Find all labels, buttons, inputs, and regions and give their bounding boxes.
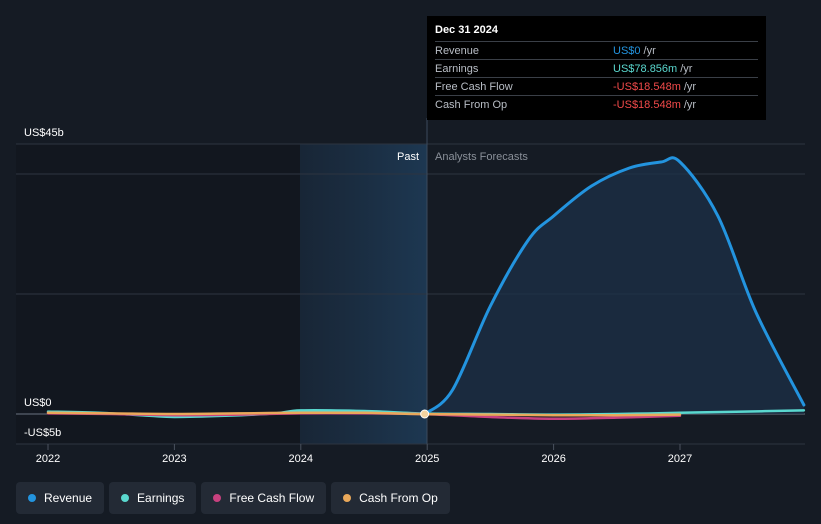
y-label-bottom: -US$5b: [24, 427, 61, 439]
tooltip-row-label: Earnings: [435, 62, 479, 75]
series-line-earnings: [46, 409, 806, 419]
series-line-revenue: [423, 156, 806, 416]
legend-dot-icon: [343, 494, 352, 502]
tooltip-row-unit: /yr: [643, 44, 656, 57]
tooltip-row-value: -US$18.548m: [613, 98, 681, 111]
legend-label: Free Cash Flow: [229, 491, 315, 505]
legend-item-free-cash-flow[interactable]: Free Cash Flow: [201, 482, 327, 514]
tooltip-row-unit: /yr: [680, 62, 693, 75]
tooltip-date: Dec 31 2024: [435, 24, 498, 36]
tooltip-row-unit: /yr: [683, 80, 697, 93]
legend-label: Revenue: [44, 491, 93, 505]
legend: Revenue Earnings Free Cash Flow Cash From O…: [16, 482, 450, 514]
tooltip-row-value: US$78.856m: [613, 62, 678, 75]
tooltip-row-label: Free Cash Flow: [435, 80, 513, 93]
tooltip-row-value: -US$18.548m: [613, 80, 681, 93]
legend-dot-icon: [121, 494, 130, 502]
revenue-forecast-area: [424, 157, 804, 414]
x-axis: 2022 2023 2024 2025 2026 2027: [36, 444, 692, 465]
x-tick-label: 2024: [289, 453, 313, 465]
tooltip-row: Cash From Op -US$18.548m/yr: [435, 95, 758, 113]
legend-dot-icon: [213, 494, 222, 502]
y-label-top: US$45b: [24, 127, 64, 139]
tooltip-row-unit: /yr: [683, 98, 697, 111]
legend-item-cash-from-op[interactable]: Cash From Op: [331, 482, 450, 514]
legend-dot-icon: [28, 494, 36, 502]
tooltip-row-label: Revenue: [435, 44, 480, 57]
x-tick-label: 2027: [668, 453, 692, 465]
series-line-cash-from-op: [46, 411, 682, 417]
past-label: Past: [397, 151, 419, 163]
hover-marker: [420, 409, 430, 419]
tooltip-row-value: US$0: [613, 44, 641, 57]
tooltip: Dec 31 2024 Revenue US$0/yr Earnings US$78.…: [427, 16, 766, 120]
legend-item-revenue[interactable]: Revenue: [16, 482, 105, 514]
x-tick-label: 2023: [162, 453, 186, 465]
legend-label: Cash From Op: [359, 491, 438, 505]
legend-label: Earnings: [137, 491, 185, 505]
x-tick-label: 2022: [36, 453, 60, 465]
y-label-zero: US$0: [24, 397, 52, 409]
tooltip-row: Revenue US$0/yr: [435, 41, 758, 59]
forecast-label: Analysts Forecasts: [435, 151, 528, 163]
x-tick-label: 2025: [415, 453, 439, 465]
tooltip-row: Free Cash Flow -US$18.548m/yr: [435, 77, 758, 95]
tooltip-row: Earnings US$78.856m/yr: [435, 59, 758, 77]
legend-item-earnings[interactable]: Earnings: [109, 482, 197, 514]
x-tick-label: 2026: [541, 453, 565, 465]
tooltip-row-label: Cash From Op: [435, 98, 508, 111]
